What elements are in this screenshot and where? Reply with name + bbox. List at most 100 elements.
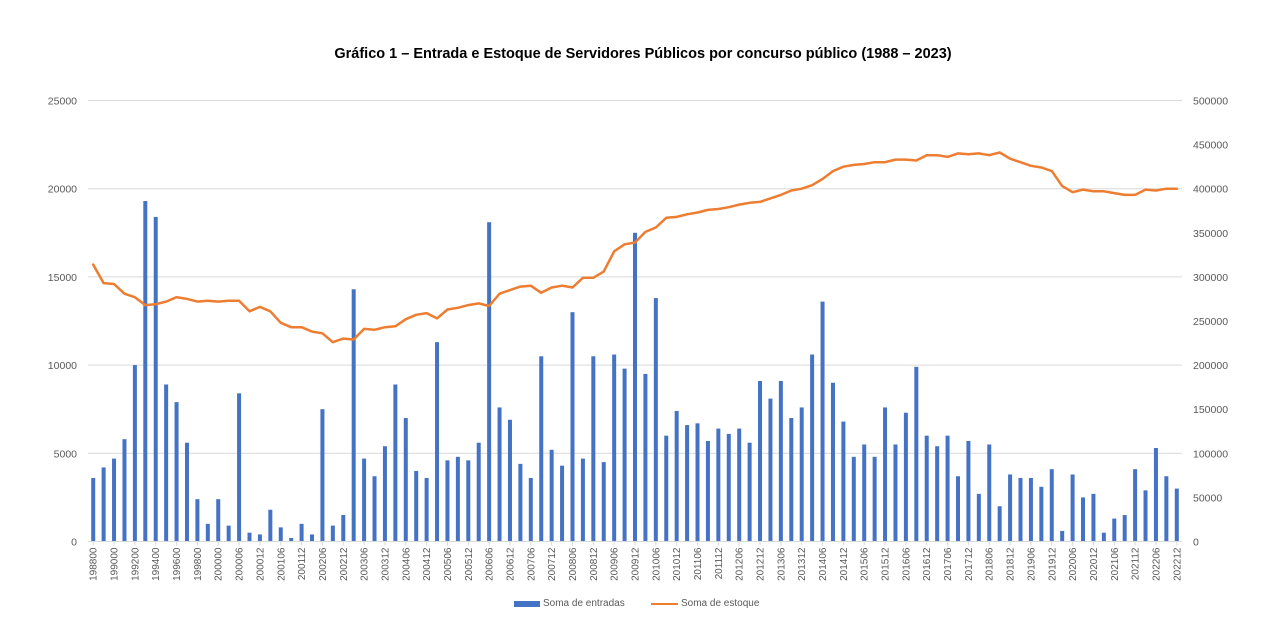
legend-swatch-line	[651, 602, 678, 605]
bar	[497, 407, 502, 542]
y-tick-label-right: 150000	[1193, 404, 1228, 416]
y-tick-label-right: 200000	[1193, 360, 1228, 372]
bar	[153, 216, 158, 542]
bar	[1091, 493, 1096, 542]
bar	[132, 365, 137, 542]
bar	[1008, 474, 1013, 542]
bar	[205, 523, 210, 542]
bar	[810, 354, 815, 542]
x-tick-label: 200912	[631, 547, 642, 581]
x-tick-label: 201306	[776, 547, 787, 581]
bar	[518, 463, 523, 542]
x-tick-label: 200812	[589, 547, 600, 581]
bar	[195, 499, 200, 542]
bar	[935, 446, 940, 542]
bar	[997, 506, 1002, 542]
bar	[91, 477, 96, 542]
x-axis: 198800 199000 199200 199400 199600 199800 2000…	[89, 541, 1183, 581]
bar	[382, 446, 387, 542]
legend-swatch-bar	[514, 600, 540, 607]
bar	[862, 444, 867, 542]
bar	[580, 458, 585, 542]
bar	[1060, 530, 1065, 542]
bar	[1028, 477, 1033, 542]
bar	[278, 527, 283, 542]
x-tick-label: 201912	[1047, 547, 1058, 581]
bar	[247, 532, 252, 542]
x-tick-label: 200006	[235, 547, 246, 581]
bar	[101, 467, 106, 542]
bar	[716, 428, 721, 542]
x-tick-label: 199800	[193, 547, 204, 581]
bar	[872, 456, 877, 542]
x-tick-label: 201206	[735, 547, 746, 581]
bar	[351, 289, 356, 542]
bar	[122, 439, 127, 542]
y-tick-label-right: 0	[1193, 537, 1199, 549]
y-tick-label-left: 15000	[48, 272, 77, 284]
bar	[830, 382, 835, 542]
bar	[372, 476, 377, 542]
x-tick-label: 200506	[443, 547, 454, 581]
bar	[507, 419, 512, 542]
bar	[789, 418, 794, 542]
x-tick-label: 200706	[526, 547, 537, 581]
bar	[1153, 448, 1158, 542]
y-axis-left: 0 5000 10000 15000 20000 25000	[48, 96, 77, 549]
bar	[841, 421, 846, 542]
x-tick-label: 201106	[693, 547, 704, 580]
bar	[1164, 476, 1169, 542]
bar	[414, 470, 419, 542]
x-tick-label: 199400	[151, 547, 162, 581]
bar	[653, 298, 658, 542]
x-tick-label: 200412	[422, 547, 433, 581]
legend-item-entradas[interactable]: Soma de entradas	[514, 598, 625, 609]
bar	[820, 301, 825, 542]
legend-label-entradas: Soma de entradas	[543, 598, 625, 609]
x-tick-label: 200906	[610, 547, 621, 581]
bar	[685, 425, 690, 542]
bar	[216, 499, 221, 542]
bar	[320, 409, 325, 542]
y-tick-label-right: 50000	[1193, 492, 1222, 504]
x-tick-label: 201012	[672, 547, 683, 581]
legend-item-estoque[interactable]: Soma de estoque	[651, 598, 759, 609]
bar	[726, 433, 731, 542]
bar	[1112, 518, 1117, 542]
y-tick-label-right: 400000	[1193, 184, 1228, 196]
x-tick-label: 201412	[839, 547, 850, 581]
bar	[487, 222, 492, 542]
y-tick-label-left: 0	[71, 537, 77, 549]
x-tick-label: 199600	[172, 547, 183, 581]
bar	[664, 435, 669, 542]
x-tick-label: 200012	[255, 547, 266, 581]
bar	[591, 356, 596, 542]
bar	[1101, 532, 1106, 542]
bar	[560, 465, 565, 542]
x-tick-label: 200606	[485, 547, 496, 581]
y-tick-label-right: 100000	[1193, 448, 1228, 460]
x-tick-label: 200712	[547, 547, 558, 581]
x-tick-label: 202206	[1151, 547, 1162, 581]
bar	[528, 477, 533, 542]
bar	[976, 493, 981, 542]
x-tick-label: 201212	[756, 547, 767, 581]
x-tick-label: 199000	[110, 547, 121, 581]
x-tick-label: 200512	[464, 547, 475, 581]
bar	[903, 412, 908, 542]
bar	[1133, 469, 1138, 542]
bar	[778, 380, 783, 542]
y-tick-label-right: 350000	[1193, 228, 1228, 240]
x-tick-label: 201512	[881, 547, 892, 581]
bar	[883, 407, 888, 542]
y-tick-label-right: 250000	[1193, 316, 1228, 328]
bar	[549, 449, 554, 542]
x-tick-label: 201812	[1006, 547, 1017, 581]
x-tick-label: 201906	[1026, 547, 1037, 581]
bar	[914, 366, 919, 542]
bar	[143, 201, 148, 542]
y-tick-label-right: 450000	[1193, 140, 1228, 152]
bar	[424, 477, 429, 542]
x-tick-label: 201606	[901, 547, 912, 581]
x-tick-label: 201112	[714, 547, 725, 579]
